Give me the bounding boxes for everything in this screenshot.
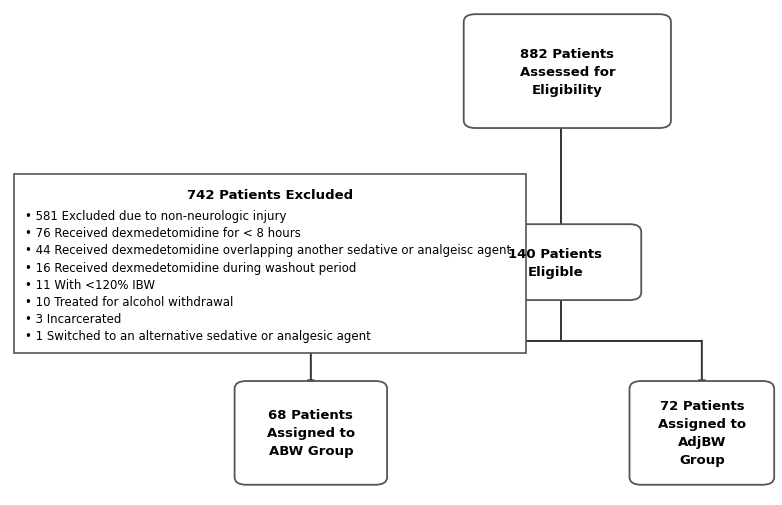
Text: • 10 Treated for alcohol withdrawal: • 10 Treated for alcohol withdrawal bbox=[25, 295, 233, 309]
Text: • 44 Received dexmedetomidine overlapping another sedative or analgeisc agent: • 44 Received dexmedetomidine overlappin… bbox=[25, 244, 511, 257]
Text: • 11 With <120% IBW: • 11 With <120% IBW bbox=[25, 278, 155, 291]
FancyBboxPatch shape bbox=[469, 225, 641, 300]
FancyBboxPatch shape bbox=[464, 15, 671, 129]
Text: 882 Patients
Assessed for
Eligibility: 882 Patients Assessed for Eligibility bbox=[519, 47, 615, 96]
Text: • 16 Received dexmedetomidine during washout period: • 16 Received dexmedetomidine during was… bbox=[25, 261, 357, 274]
Text: 742 Patients Excluded: 742 Patients Excluded bbox=[187, 188, 353, 201]
FancyBboxPatch shape bbox=[630, 381, 774, 485]
Text: 68 Patients
Assigned to
ABW Group: 68 Patients Assigned to ABW Group bbox=[267, 409, 355, 458]
Text: • 3 Incarcerated: • 3 Incarcerated bbox=[25, 313, 121, 326]
FancyBboxPatch shape bbox=[14, 174, 526, 354]
Text: • 581 Excluded due to non-neurologic injury: • 581 Excluded due to non-neurologic inj… bbox=[25, 210, 286, 223]
Text: 140 Patients
Eligible: 140 Patients Eligible bbox=[508, 247, 602, 278]
Text: • 1 Switched to an alternative sedative or analgesic agent: • 1 Switched to an alternative sedative … bbox=[25, 330, 371, 343]
Text: 72 Patients
Assigned to
AdjBW
Group: 72 Patients Assigned to AdjBW Group bbox=[658, 399, 746, 467]
FancyBboxPatch shape bbox=[235, 381, 387, 485]
Text: • 76 Received dexmedetomidine for < 8 hours: • 76 Received dexmedetomidine for < 8 ho… bbox=[25, 227, 301, 240]
